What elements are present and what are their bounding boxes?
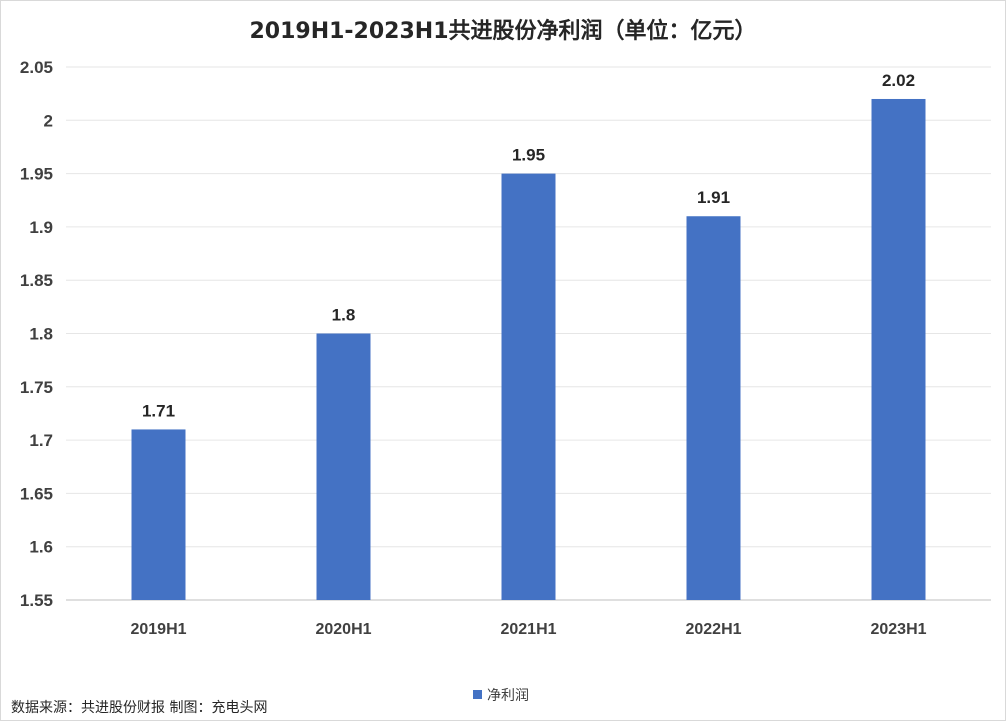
bar-2021H1 (501, 173, 556, 600)
data-label-2022H1: 1.91 (697, 188, 730, 207)
legend-swatch (473, 690, 482, 699)
y-axis-ticks: 1.55 1.6 1.65 1.7 1.75 1.8 1.85 1.9 1.95 2 2.05 (20, 58, 53, 610)
data-label-2019H1: 1.71 (142, 401, 175, 420)
legend: 净利润 (473, 688, 529, 704)
legend-label: 净利润 (487, 688, 529, 704)
bar-2019H1 (131, 429, 186, 600)
x-tick-label: 2022H1 (685, 621, 741, 638)
x-tick-label: 2021H1 (500, 621, 556, 638)
y-tick-label: 1.9 (29, 218, 53, 237)
y-tick-label: 1.75 (20, 378, 53, 397)
source-note: 数据来源：共进股份财报 制图：充电头网 (11, 700, 267, 716)
x-tick-label: 2019H1 (130, 621, 186, 638)
data-label-2021H1: 1.95 (512, 146, 545, 165)
y-tick-label: 1.6 (29, 538, 53, 557)
x-tick-label: 2023H1 (870, 621, 926, 638)
y-tick-label: 1.55 (20, 591, 53, 610)
bars (131, 98, 926, 601)
y-tick-label: 1.95 (20, 165, 53, 184)
y-tick-label: 2 (44, 111, 53, 130)
data-labels: 1.71 1.8 1.95 1.91 2.02 (142, 71, 915, 420)
y-tick-label: 2.05 (20, 58, 53, 77)
bar-2020H1 (316, 333, 371, 600)
y-tick-label: 1.65 (20, 484, 53, 503)
data-label-2023H1: 2.02 (882, 71, 915, 90)
y-tick-label: 1.8 (29, 325, 53, 344)
x-tick-label: 2020H1 (315, 621, 371, 638)
x-axis-ticks: 2019H1 2020H1 2021H1 2022H1 2023H1 (130, 621, 926, 638)
bar-2023H1 (871, 98, 926, 600)
y-tick-label: 1.7 (29, 431, 53, 450)
chart-title: 2019H1-2023H1共进股份净利润（单位：亿元） (249, 18, 756, 44)
y-tick-label: 1.85 (20, 271, 53, 290)
bar-2022H1 (686, 216, 741, 601)
data-label-2020H1: 1.8 (332, 306, 356, 325)
